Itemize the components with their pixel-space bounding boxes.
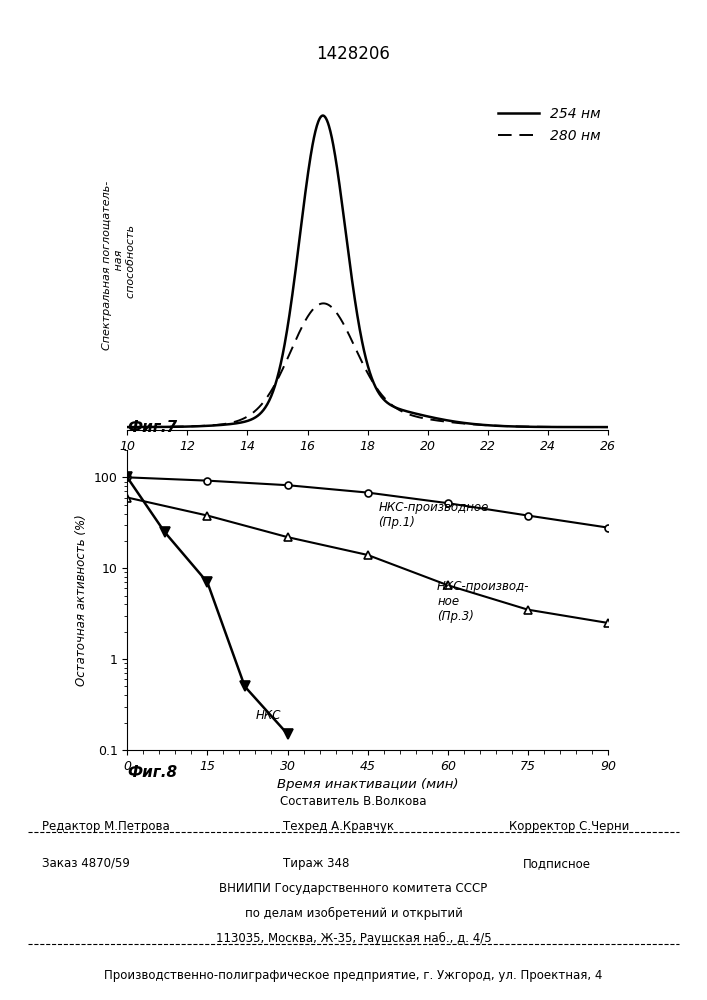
Text: Заказ 4870/59: Заказ 4870/59 [42, 857, 130, 870]
Text: Фиг.8: Фиг.8 [127, 765, 177, 780]
X-axis label: Время удерживания (мин.): Время удерживания (мин.) [273, 458, 462, 471]
Text: Корректор С.Черни: Корректор С.Черни [509, 820, 629, 833]
Text: Техред А.Кравчук: Техред А.Кравчук [283, 820, 394, 833]
X-axis label: Время инактивации (мин): Время инактивации (мин) [277, 778, 458, 791]
Text: Подписное: Подписное [523, 857, 591, 870]
Text: Фиг.7: Фиг.7 [127, 420, 177, 435]
Text: Составитель В.Волкова: Составитель В.Волкова [280, 795, 427, 808]
Text: ВНИИПИ Государственного комитета СССР: ВНИИПИ Государственного комитета СССР [219, 882, 488, 895]
Legend: 254 нм, 280 нм: 254 нм, 280 нм [498, 107, 601, 143]
Text: 1428206: 1428206 [317, 45, 390, 63]
Text: НКС-производ-
ное
(Пр.3): НКС-производ- ное (Пр.3) [437, 580, 530, 623]
Text: НКС-производное
(Пр.1): НКС-производное (Пр.1) [378, 501, 489, 529]
Text: НКС: НКС [255, 709, 281, 722]
Text: Производственно-полиграфическое предприятие, г. Ужгород, ул. Проектная, 4: Производственно-полиграфическое предприя… [105, 969, 602, 982]
Text: 113035, Москва, Ж-35, Раушская наб., д. 4/5: 113035, Москва, Ж-35, Раушская наб., д. … [216, 932, 491, 945]
Y-axis label: Остаточная активность (%): Остаточная активность (%) [75, 514, 88, 686]
Text: Тираж 348: Тираж 348 [283, 857, 349, 870]
Text: по делам изобретений и открытий: по делам изобретений и открытий [245, 907, 462, 920]
Text: Редактор М.Петрова: Редактор М.Петрова [42, 820, 170, 833]
Y-axis label: Спектральная поглощатель-
   ная
  способность: Спектральная поглощатель- ная способност… [103, 180, 136, 350]
